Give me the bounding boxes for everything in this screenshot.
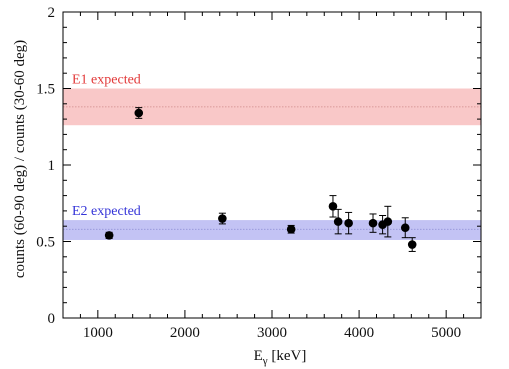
data-point (218, 212, 227, 225)
x-tick-label: 2000 (170, 325, 200, 341)
point-marker (104, 231, 114, 240)
data-point (407, 237, 417, 252)
band-label-1: E2 expected (72, 204, 141, 219)
data-points (104, 107, 417, 252)
point-marker (400, 223, 410, 233)
data-point (383, 205, 393, 238)
y-tick-label: 1.5 (36, 82, 55, 98)
x-axis-label: Eγ [keV] (254, 348, 307, 367)
point-marker (134, 108, 144, 118)
data-point (286, 224, 296, 234)
point-marker (407, 240, 417, 249)
y-tick-label: 2 (48, 5, 56, 21)
plot-frame (62, 11, 482, 319)
axes: 1000 2000 3000 4000 5000 0 0.5 1 1.5 2 (36, 5, 482, 341)
x-tick-label: 4000 (344, 325, 374, 341)
x-tick-label: 5000 (431, 325, 461, 341)
data-point (400, 217, 410, 239)
y-tick-label: 1 (48, 158, 56, 174)
band-1 (63, 220, 481, 240)
data-point (104, 231, 114, 240)
x-tick-label: 3000 (257, 325, 287, 341)
data-point (328, 195, 338, 218)
y-tick-label: 0 (48, 311, 56, 327)
data-point (368, 213, 378, 233)
expected-bands: E1 expected E2 expected (63, 73, 481, 240)
point-marker (368, 218, 378, 228)
data-point (344, 211, 353, 235)
y-axis-label: counts (60-90 deg) / counts (30-60 deg) (12, 40, 28, 278)
point-marker (344, 218, 353, 228)
point-marker (328, 202, 338, 211)
y-tick-label: 0.5 (36, 235, 55, 251)
x-tick-label: 1000 (83, 325, 113, 341)
band-label-0: E1 expected (72, 73, 141, 88)
point-marker (333, 217, 343, 226)
data-point (333, 208, 343, 235)
point-marker (383, 217, 393, 226)
point-marker (286, 224, 296, 234)
data-point (134, 107, 144, 119)
point-marker (218, 214, 227, 223)
